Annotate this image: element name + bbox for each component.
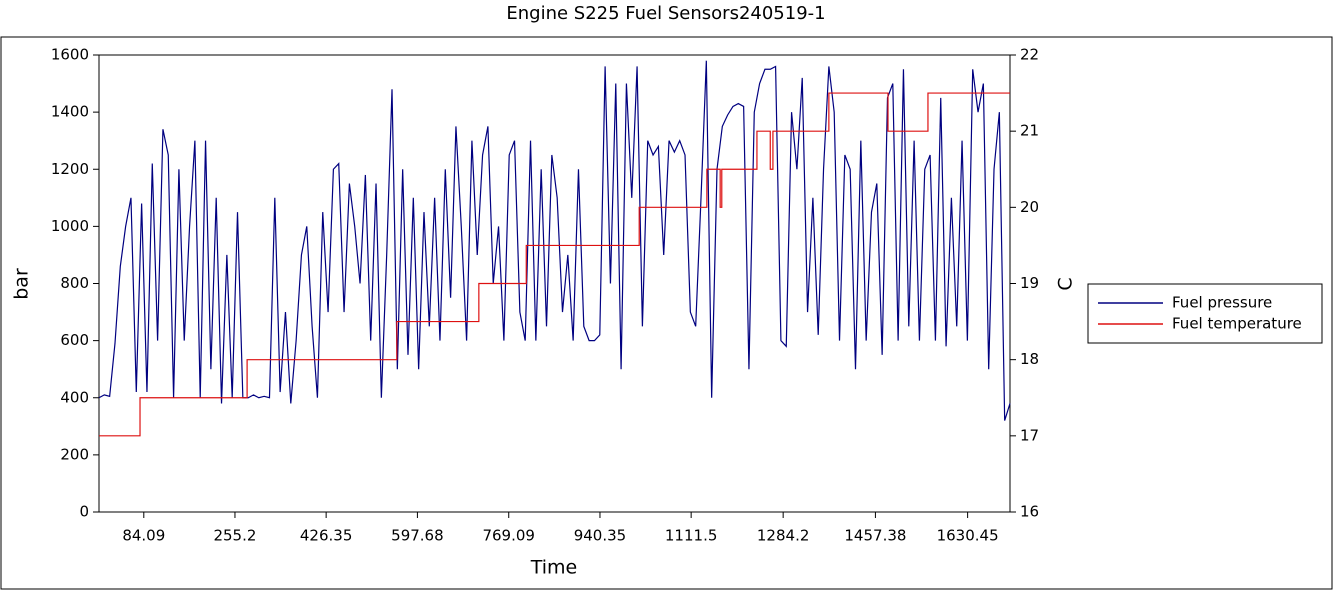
y-tick-label: 1400	[51, 103, 89, 121]
x-tick-label: 1284.2	[757, 527, 810, 545]
line	[98, 60, 1011, 421]
y-tick-label: 1200	[51, 160, 89, 178]
y2-axis-label: C	[1055, 277, 1077, 290]
x-tick-label: 255.2	[213, 527, 256, 545]
x-tick-label: 940.35	[574, 527, 627, 545]
y-axis-label: bar	[11, 268, 33, 300]
y2-tick-label: 16	[1020, 503, 1039, 521]
y2-tick-label: 21	[1020, 122, 1039, 140]
y2-tick-label: 19	[1020, 274, 1039, 292]
x-axis-label: Time	[530, 557, 578, 579]
legend-label: Fuel pressure	[1172, 294, 1272, 312]
x-tick-label: 1457.38	[844, 527, 906, 545]
legend	[1087, 283, 1323, 344]
y-tick-label: 800	[60, 274, 89, 292]
y-tick-label: 0	[79, 503, 89, 521]
x-tick-label: 426.35	[300, 527, 353, 545]
x-tick-label: 1111.5	[665, 527, 718, 545]
x-tick-label: 769.09	[482, 527, 535, 545]
y-tick-label: 200	[60, 445, 89, 463]
chart-title: Engine S225 Fuel Sensors240519-1	[506, 3, 825, 24]
frame	[0, 36, 1333, 590]
y-tick-label: 1000	[51, 217, 89, 235]
y-tick-label: 1600	[51, 46, 89, 64]
y2-tick-label: 22	[1020, 46, 1039, 64]
y-tick-label: 600	[60, 331, 89, 349]
y2-tick-label: 18	[1020, 350, 1039, 368]
legend-label: Fuel temperature	[1172, 315, 1302, 333]
y-tick-label: 400	[60, 388, 89, 406]
x-tick-label: 1630.45	[937, 527, 999, 545]
line	[99, 92, 1010, 437]
y2-tick-label: 20	[1020, 198, 1039, 216]
x-tick-label: 84.09	[122, 527, 165, 545]
y2-tick-label: 17	[1020, 426, 1039, 444]
x-tick-label: 597.68	[391, 527, 444, 545]
